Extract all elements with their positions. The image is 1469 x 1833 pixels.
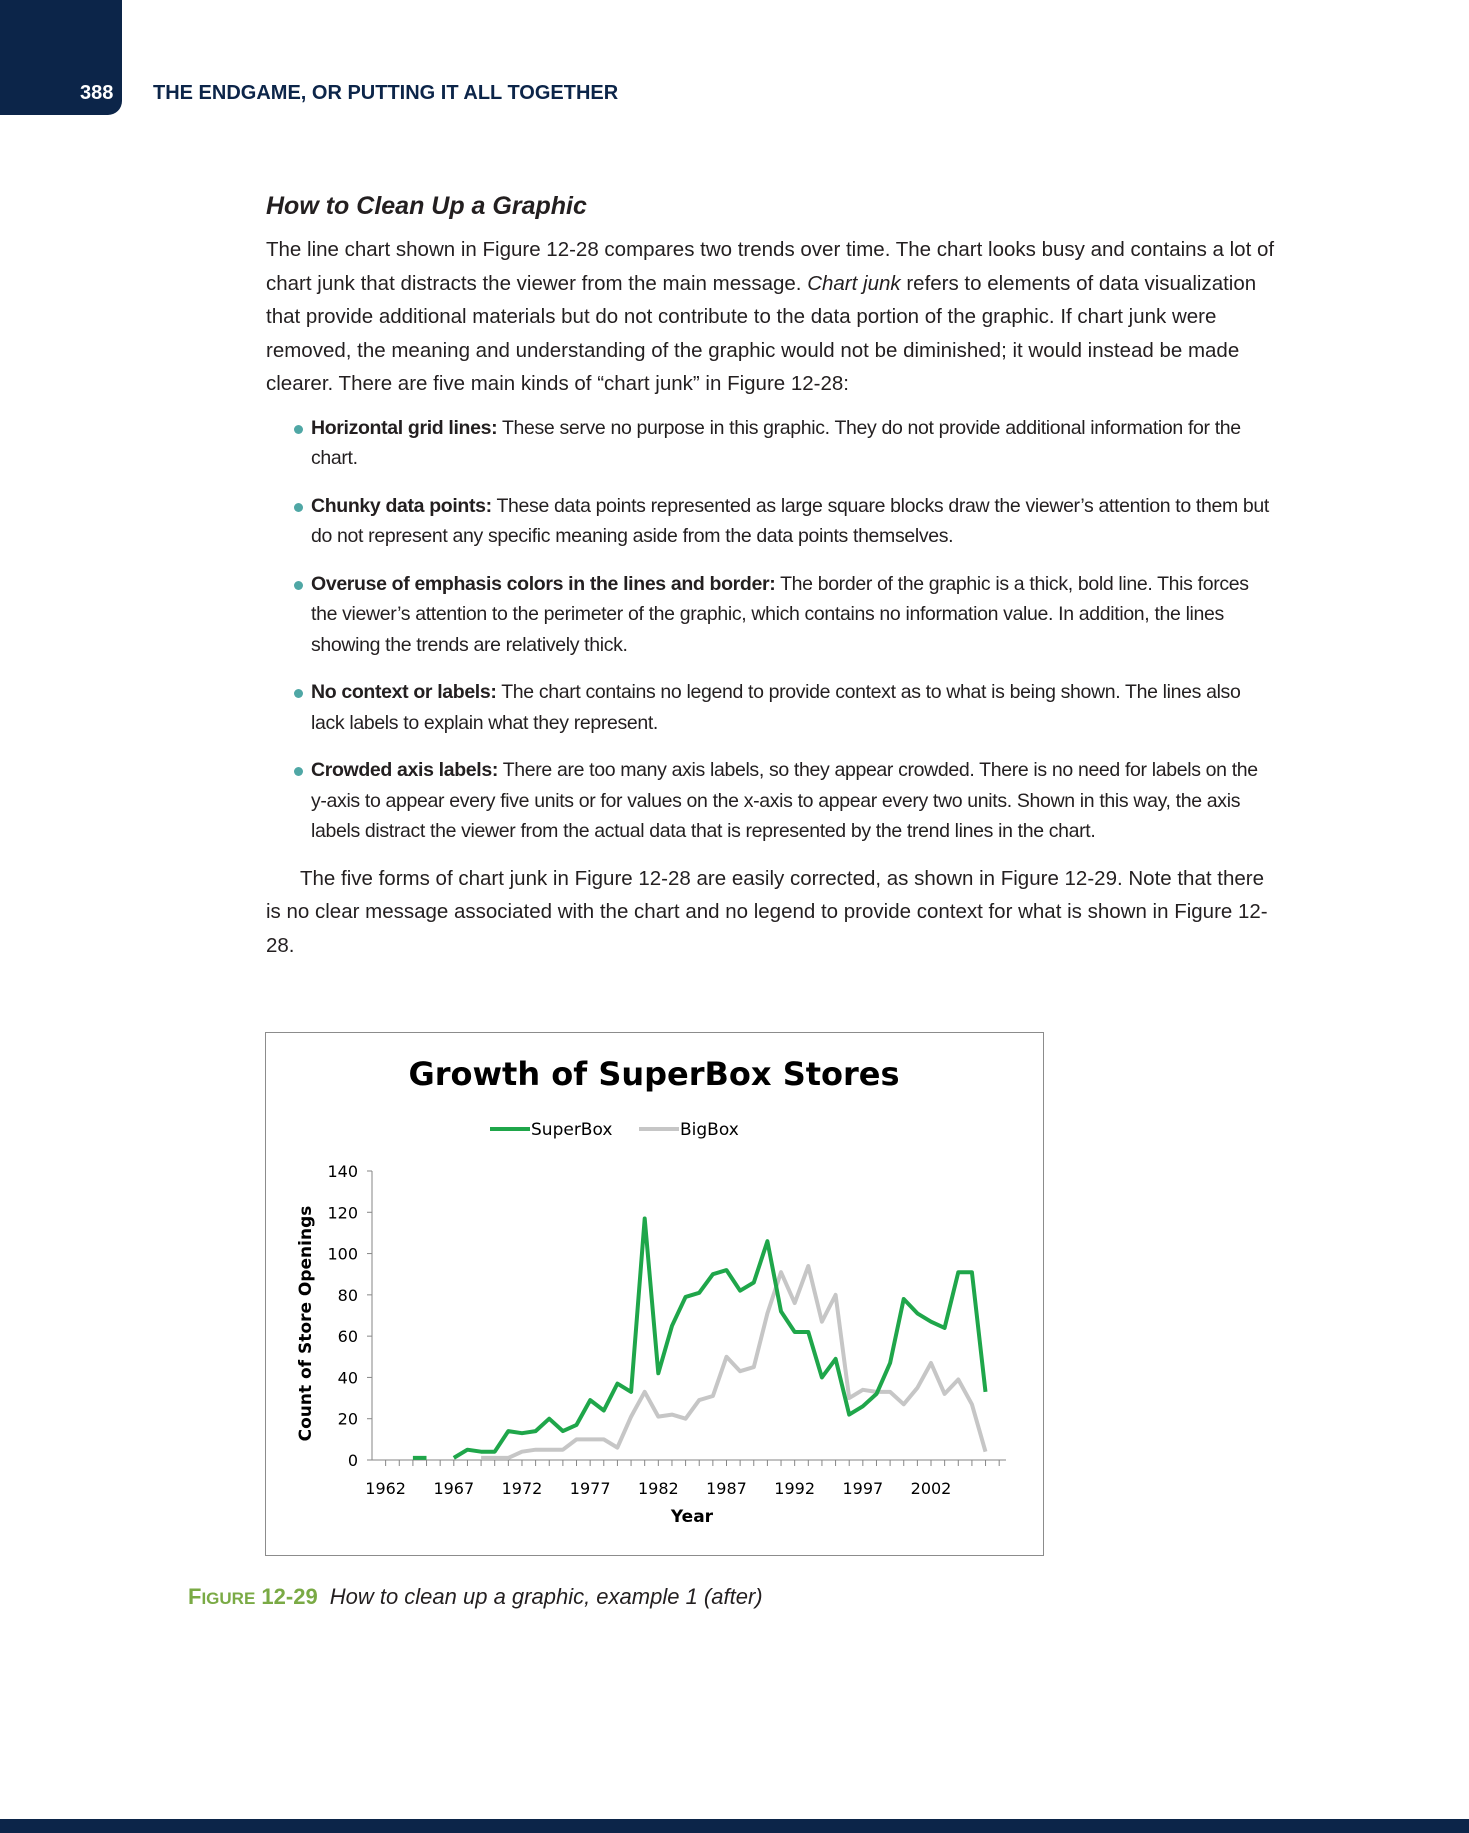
footer-bar bbox=[0, 1819, 1469, 1833]
x-tick-label: 1967 bbox=[433, 1479, 474, 1498]
list-item: Horizontal grid lines: These serve no pu… bbox=[294, 413, 1276, 474]
caption-text: How to clean up a graphic, example 1 (af… bbox=[329, 1584, 763, 1609]
caption-label-initial: F bbox=[188, 1584, 202, 1609]
x-axis-title: Year bbox=[670, 1507, 714, 1527]
bullet-dot-icon bbox=[294, 689, 303, 698]
series-line-superbox bbox=[412, 1216, 988, 1460]
y-tick-label: 120 bbox=[327, 1203, 358, 1222]
bullet-text: These serve no purpose in this graphic. … bbox=[311, 416, 1241, 470]
bullet-term: Chunky data points: bbox=[311, 494, 492, 517]
series-line-bigbox bbox=[481, 1264, 988, 1460]
chart-junk-list: Horizontal grid lines: These serve no pu… bbox=[266, 413, 1276, 847]
legend-label: BigBox bbox=[680, 1120, 739, 1140]
closing-paragraph: The five forms of chart junk in Figure 1… bbox=[266, 866, 1268, 957]
bullet-text: These data points represented as large s… bbox=[311, 494, 1269, 548]
x-tick-label: 1987 bbox=[706, 1479, 747, 1498]
bullet-dot-icon bbox=[294, 767, 303, 776]
x-tick-label: 1972 bbox=[502, 1479, 543, 1498]
line-chart: Growth of SuperBox Stores SuperBox BigBox 0… bbox=[296, 1055, 1006, 1527]
bullet-text: There are too many axis labels, so they … bbox=[311, 759, 1258, 842]
running-head: THE ENDGAME, OR PUTTING IT ALL TOGETHER bbox=[153, 82, 619, 104]
y-tick-label: 80 bbox=[338, 1286, 358, 1305]
bullet-text: The border of the graphic is a thick, bo… bbox=[311, 572, 1249, 656]
section-title: How to Clean Up a Graphic bbox=[266, 192, 587, 220]
intro-paragraph: The line chart shown in Figure 12-28 com… bbox=[266, 233, 1276, 401]
y-tick-label: 40 bbox=[338, 1368, 358, 1387]
caption-label: FIGURE 12-29 bbox=[188, 1584, 318, 1609]
x-tick-label: 2002 bbox=[911, 1479, 952, 1498]
y-tick-label: 60 bbox=[338, 1327, 358, 1346]
list-item: Overuse of emphasis colors in the lines … bbox=[294, 569, 1276, 661]
caption-label-smallcaps: IGURE bbox=[201, 1589, 256, 1608]
bullet-dot-icon bbox=[294, 502, 303, 512]
intro-italic-term: Chart junk bbox=[807, 271, 901, 295]
bullet-term: Overuse of emphasis colors in the lines … bbox=[311, 572, 776, 595]
list-item: Chunky data points: These data points re… bbox=[294, 491, 1276, 552]
x-tick-label: 1977 bbox=[570, 1479, 611, 1498]
list-item: Crowded axis labels: There are too many … bbox=[294, 755, 1276, 847]
x-tick-label: 1962 bbox=[365, 1479, 406, 1498]
bullet-term: Horizontal grid lines: bbox=[311, 416, 498, 439]
y-tick-label: 100 bbox=[327, 1245, 358, 1264]
y-axis-title: Count of Store Openings bbox=[296, 1206, 316, 1442]
y-tick-label: 20 bbox=[338, 1410, 358, 1429]
bullet-dot-icon bbox=[294, 424, 303, 434]
legend-label: SuperBox bbox=[531, 1120, 612, 1140]
intro-text-1: The line chart shown in Figure 12-28 com… bbox=[266, 238, 1275, 295]
bullet-dot-icon bbox=[294, 580, 303, 590]
x-tick-label: 1982 bbox=[638, 1479, 679, 1498]
bullet-term: No context or labels: bbox=[311, 681, 497, 703]
bullet-text: The chart contains no legend to provide … bbox=[311, 681, 1241, 734]
y-tick-label: 140 bbox=[327, 1162, 358, 1181]
page-number: 388 bbox=[80, 82, 114, 104]
intro-text-2: refers to elements of data visualization… bbox=[266, 271, 1257, 396]
chart-title: Growth of SuperBox Stores bbox=[408, 1055, 899, 1093]
section-body: How to Clean Up a Graphic The line chart… bbox=[266, 192, 1276, 962]
figure-12-29: Growth of SuperBox Stores SuperBox BigBox 0… bbox=[265, 1032, 1044, 1556]
figure-caption: FIGURE 12-29 How to clean up a graphic, e… bbox=[188, 1584, 763, 1610]
y-tick-label: 0 bbox=[348, 1451, 358, 1470]
x-tick-label: 1997 bbox=[842, 1479, 883, 1498]
list-item: No context or labels: The chart contains… bbox=[294, 677, 1276, 738]
x-tick-label: 1992 bbox=[774, 1479, 815, 1498]
caption-number: 12-29 bbox=[261, 1584, 318, 1609]
bullet-term: Crowded axis labels: bbox=[311, 759, 498, 781]
page-number-tab bbox=[0, 0, 122, 115]
